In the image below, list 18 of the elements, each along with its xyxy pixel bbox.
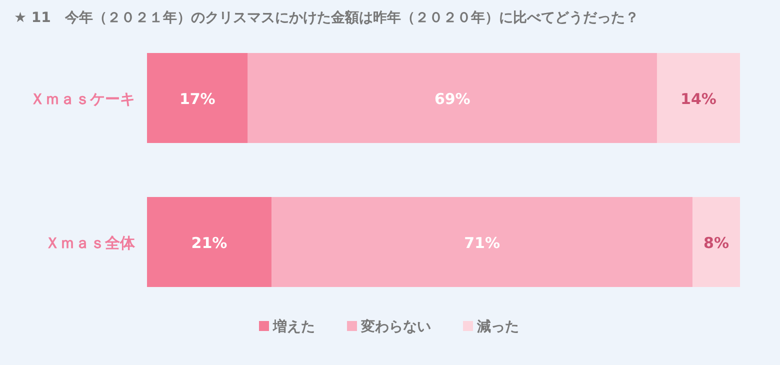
bar (147, 197, 272, 287)
bar (272, 197, 693, 287)
data-label: 8% (704, 234, 730, 252)
chart-title: ★ 11 今年（２０２１年）のクリスマスにかけた金額は昨年（２０２０年）に比べてどうだった？ (14, 9, 639, 26)
y-tick-label: Ｘｍａｓ全体 (45, 234, 136, 252)
bar (248, 53, 657, 143)
data-label: 14% (680, 90, 716, 108)
data-label: 69% (434, 90, 470, 108)
data-label: 21% (191, 234, 228, 252)
bar (147, 53, 248, 143)
y-tick-label: Ｘｍａｓケーキ (30, 90, 135, 108)
legend-label: 変わらない (360, 318, 431, 335)
bar (656, 53, 740, 143)
bar (692, 197, 740, 287)
legend-label: 増えた (272, 318, 315, 335)
legend-label: 減った (476, 319, 519, 335)
data-label: 17% (179, 90, 216, 108)
data-label: 71% (464, 234, 500, 252)
